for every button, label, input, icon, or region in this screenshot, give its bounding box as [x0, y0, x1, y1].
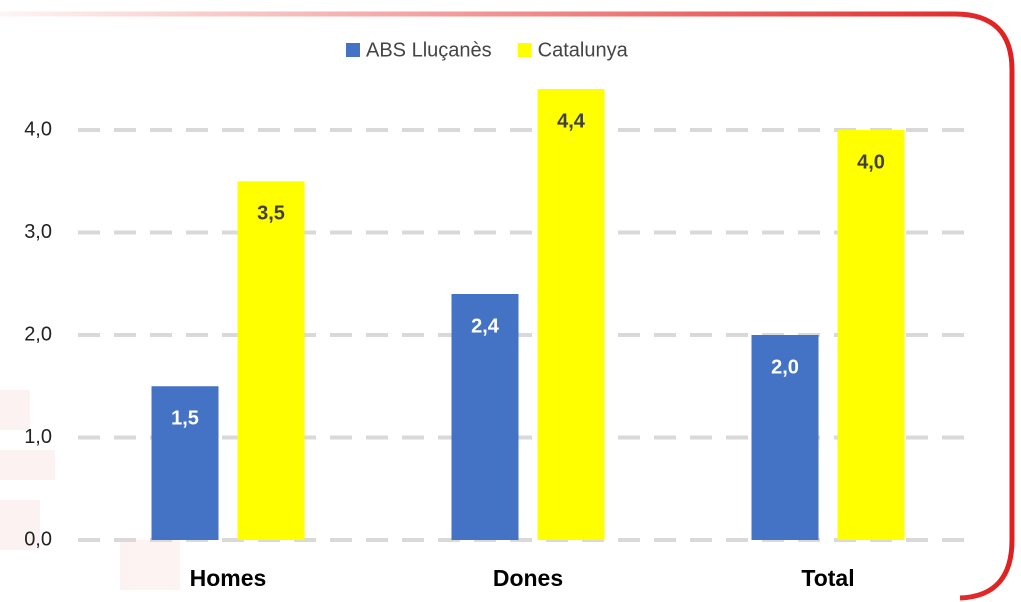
bar [751, 335, 819, 540]
y-tick-label: 3,0 [24, 221, 52, 243]
data-label: 4,0 [857, 151, 885, 173]
y-tick-label: 1,0 [24, 426, 52, 448]
data-label: 2,0 [771, 356, 799, 378]
legend-swatch [346, 43, 360, 57]
y-tick-label: 2,0 [24, 323, 52, 345]
data-label: 2,4 [471, 315, 500, 337]
x-tick-label: Total [801, 565, 854, 591]
bar [537, 89, 605, 540]
background-pattern [0, 390, 180, 590]
bar [237, 181, 305, 540]
y-tick-label: 4,0 [24, 118, 52, 140]
x-tick-label: Homes [190, 565, 267, 591]
legend-swatch [517, 43, 532, 57]
legend-label: ABS Lluçanès [366, 39, 492, 61]
frame [0, 11, 1015, 601]
legend-label: Catalunya [538, 39, 629, 61]
bar [837, 130, 905, 540]
data-label: 1,5 [171, 408, 199, 430]
y-tick-label: 0,0 [24, 528, 52, 550]
data-label: 4,4 [557, 110, 586, 132]
x-tick-label: Dones [493, 565, 563, 591]
data-label: 3,5 [257, 203, 285, 225]
bar [451, 294, 519, 540]
bar [151, 386, 219, 540]
